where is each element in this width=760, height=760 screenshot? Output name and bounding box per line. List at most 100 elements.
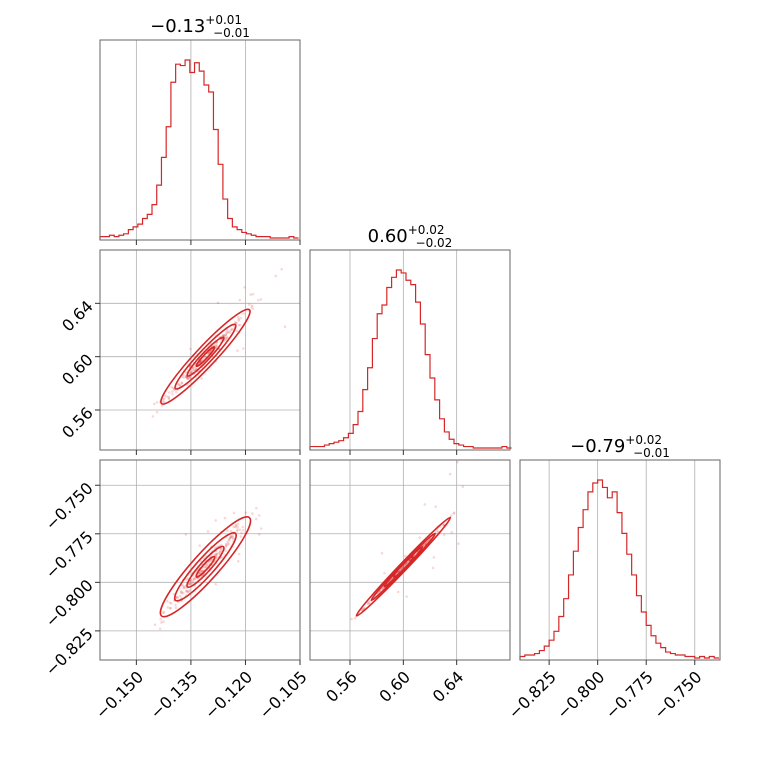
sample-point bbox=[174, 390, 178, 394]
sample-point bbox=[225, 331, 228, 334]
sample-point bbox=[174, 606, 178, 610]
sample-point bbox=[182, 591, 185, 595]
sample-point bbox=[236, 315, 240, 319]
sample-point bbox=[234, 523, 238, 527]
sample-point bbox=[450, 531, 454, 534]
sample-point bbox=[152, 402, 156, 406]
sample-point bbox=[257, 298, 260, 302]
sample-point bbox=[214, 553, 217, 556]
sample-point bbox=[222, 334, 226, 337]
sample-point bbox=[230, 328, 234, 332]
sample-point bbox=[189, 371, 193, 375]
sample-point bbox=[193, 365, 197, 369]
sample-point bbox=[188, 371, 192, 375]
pair-frame-1 bbox=[99, 459, 301, 661]
pair-frame-0 bbox=[99, 249, 301, 451]
param-1-minus: −0.02 bbox=[416, 236, 453, 250]
sample-point bbox=[236, 522, 240, 526]
sample-point bbox=[224, 338, 228, 342]
sample-point bbox=[235, 321, 238, 325]
sample-point bbox=[257, 533, 261, 536]
sample-point bbox=[448, 472, 452, 476]
sample-point bbox=[174, 603, 177, 607]
sample-point bbox=[200, 569, 203, 573]
sample-point bbox=[236, 349, 239, 352]
sample-point bbox=[179, 591, 183, 594]
sample-point bbox=[189, 347, 192, 351]
sample-point bbox=[228, 331, 232, 334]
sample-point bbox=[239, 317, 243, 320]
sample-point bbox=[191, 578, 195, 581]
histogram-param-2 bbox=[519, 479, 720, 660]
sample-point bbox=[242, 312, 245, 315]
sample-point bbox=[234, 320, 237, 324]
param-2-title: −0.79+0.02 −0.01 bbox=[570, 433, 670, 460]
sample-point bbox=[237, 552, 241, 556]
sample-point bbox=[162, 611, 165, 615]
pair-0-samples bbox=[151, 267, 287, 418]
contour-level-1 bbox=[174, 323, 237, 390]
sample-point bbox=[232, 537, 235, 541]
sample-point bbox=[221, 555, 224, 559]
sample-point bbox=[228, 536, 232, 540]
sample-point bbox=[204, 355, 208, 358]
sample-point bbox=[226, 330, 230, 334]
sample-point bbox=[190, 581, 194, 585]
sample-point bbox=[224, 543, 228, 546]
sample-point bbox=[226, 542, 229, 546]
sample-point bbox=[167, 391, 171, 394]
sample-point bbox=[187, 377, 190, 381]
sample-point bbox=[180, 381, 184, 385]
sample-point bbox=[226, 336, 229, 339]
sample-point bbox=[238, 528, 242, 532]
param-0-title: −0.13+0.01 −0.01 bbox=[150, 13, 250, 40]
sample-point bbox=[461, 485, 465, 489]
sample-point bbox=[224, 333, 228, 336]
sample-point bbox=[234, 525, 237, 529]
ytick-label-param-2-1: −0.800 bbox=[41, 576, 96, 631]
sample-point bbox=[193, 576, 196, 579]
sample-point bbox=[235, 329, 239, 333]
xtick-label-param-2-2: −0.775 bbox=[602, 667, 657, 722]
sample-point bbox=[203, 566, 207, 569]
param-0-minus: −0.01 bbox=[213, 26, 250, 40]
sample-point bbox=[167, 396, 171, 400]
sample-point bbox=[251, 292, 255, 296]
sample-point bbox=[193, 577, 196, 581]
pair-frame-2 bbox=[309, 459, 511, 661]
sample-point bbox=[431, 566, 435, 570]
hist-frame-2 bbox=[519, 459, 721, 661]
sample-point bbox=[175, 595, 179, 599]
sample-point bbox=[166, 606, 170, 609]
contour-level-1 bbox=[173, 531, 237, 602]
sample-point bbox=[216, 301, 220, 305]
sample-point bbox=[220, 547, 223, 550]
sample-point bbox=[204, 565, 208, 569]
sample-point bbox=[224, 544, 228, 548]
sample-point bbox=[218, 549, 222, 553]
xtick-label-param-0-0: −0.150 bbox=[92, 667, 147, 722]
sample-point bbox=[161, 400, 164, 404]
sample-point bbox=[206, 530, 210, 533]
sample-point bbox=[242, 347, 245, 350]
pair-1-samples bbox=[153, 506, 263, 631]
sample-point bbox=[184, 375, 188, 379]
sample-point bbox=[224, 549, 227, 553]
sample-point bbox=[161, 398, 165, 401]
xtick-label-param-1-1: 0.60 bbox=[375, 667, 414, 706]
sample-point bbox=[226, 540, 230, 544]
sample-point bbox=[280, 267, 283, 271]
ytick-label-param-1-1: 0.60 bbox=[58, 350, 97, 389]
sample-point bbox=[434, 505, 437, 508]
sample-point bbox=[188, 582, 192, 586]
sample-point bbox=[186, 377, 189, 380]
sample-point bbox=[183, 585, 186, 588]
sample-point bbox=[176, 596, 179, 600]
sample-point bbox=[185, 589, 188, 593]
sample-point bbox=[189, 582, 192, 586]
sample-point bbox=[250, 305, 253, 309]
sample-point bbox=[229, 329, 232, 332]
sample-point bbox=[442, 533, 446, 537]
sample-point bbox=[188, 376, 191, 380]
sample-point bbox=[226, 529, 229, 533]
